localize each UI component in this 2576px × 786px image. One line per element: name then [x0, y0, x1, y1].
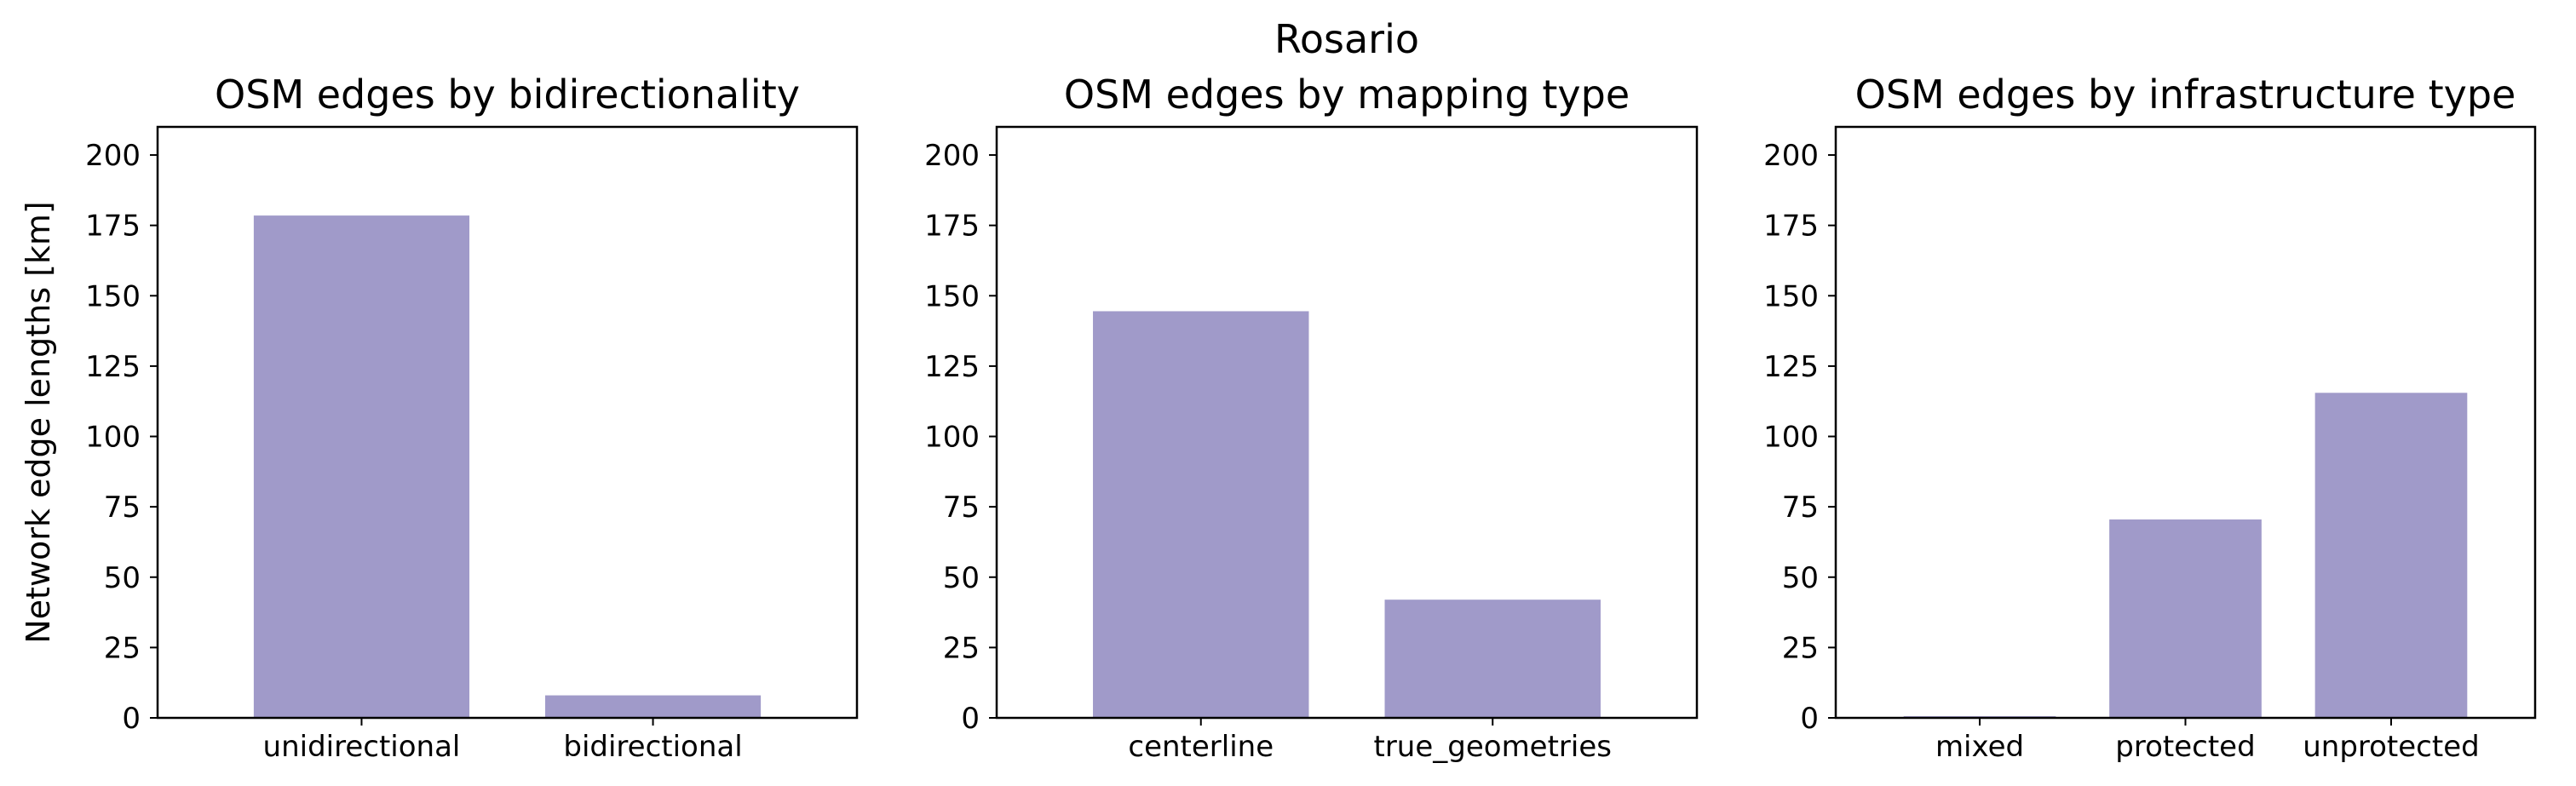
- chart-title: OSM edges by mapping type: [1064, 72, 1630, 118]
- x-tick-label: protected: [2115, 730, 2255, 764]
- y-axis-label: Network edge lengths [km]: [20, 201, 57, 644]
- y-tick-label: 50: [1782, 561, 1819, 595]
- y-tick-label: 75: [1782, 491, 1819, 525]
- y-tick-label: 175: [85, 209, 141, 244]
- y-tick-label: 0: [1800, 702, 1819, 736]
- y-tick-label: 175: [924, 209, 980, 244]
- y-tick-label: 125: [85, 350, 141, 384]
- x-tick-label: true_geometries: [1373, 730, 1612, 764]
- y-tick-label: 50: [104, 561, 141, 595]
- chart-panel-1: OSM edges by bidirectionality Network edg…: [20, 72, 859, 764]
- y-tick-label: 200: [924, 139, 980, 173]
- x-tick-label: centerline: [1128, 730, 1274, 764]
- plot-frame: [1834, 125, 2537, 720]
- y-tick-label: 0: [122, 702, 141, 736]
- bar-protected: [2109, 519, 2262, 718]
- chart-title: OSM edges by bidirectionality: [215, 72, 800, 118]
- y-tick-label: 75: [104, 491, 141, 525]
- figure-suptitle: Rosario: [1274, 16, 1419, 62]
- y-tick-label: 25: [943, 631, 980, 665]
- y-tick-label: 25: [1782, 631, 1819, 665]
- x-tick-label: unidirectional: [263, 730, 461, 764]
- bar-unprotected: [2314, 393, 2468, 718]
- bar-bidirectional: [544, 695, 762, 718]
- plot-frame: [156, 125, 859, 720]
- y-tick-label: 50: [943, 561, 980, 595]
- y-tick-label: 100: [1763, 421, 1819, 455]
- x-tick-label: bidirectional: [563, 730, 742, 764]
- chart-panel-3: OSM edges by infrastructure type mixed pro…: [1763, 72, 2537, 764]
- y-tick-label: 125: [924, 350, 980, 384]
- x-tick-label: unprotected: [2303, 730, 2480, 764]
- plot-frame: [995, 125, 1699, 720]
- y-tick-label: 175: [1763, 209, 1819, 244]
- y-tick-label: 125: [1763, 350, 1819, 384]
- y-tick-label: 100: [85, 421, 141, 455]
- y-tick-label: 100: [924, 421, 980, 455]
- x-tick-label: mixed: [1935, 730, 2024, 764]
- bar-centerline: [1093, 311, 1309, 718]
- bar-unidirectional: [253, 215, 470, 719]
- y-tick-label: 150: [85, 279, 141, 313]
- y-tick-label: 75: [943, 491, 980, 525]
- bar-true_geometries: [1384, 600, 1601, 718]
- chart-title: OSM edges by infrastructure type: [1855, 72, 2516, 118]
- y-tick-label: 150: [924, 279, 980, 313]
- y-tick-label: 200: [1763, 139, 1819, 173]
- chart-panel-2: OSM edges by mapping type centerline true_…: [924, 72, 1699, 764]
- y-tick-label: 0: [961, 702, 980, 736]
- y-tick-label: 150: [1763, 279, 1819, 313]
- y-tick-label: 200: [85, 139, 141, 173]
- y-tick-label: 25: [104, 631, 141, 665]
- chart-panels: OSM edges by bidirectionality Network edg…: [20, 72, 2537, 764]
